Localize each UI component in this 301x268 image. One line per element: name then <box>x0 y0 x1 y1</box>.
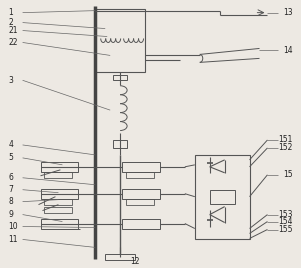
Bar <box>113 75 127 80</box>
Bar <box>195 155 250 239</box>
Text: 15: 15 <box>283 170 292 179</box>
Text: 6: 6 <box>9 173 14 182</box>
Text: 4: 4 <box>9 140 14 150</box>
Bar <box>41 162 78 172</box>
Text: 2: 2 <box>9 18 14 27</box>
Bar <box>41 189 78 199</box>
Bar <box>126 172 154 178</box>
Text: 14: 14 <box>283 46 292 55</box>
Text: 153: 153 <box>278 210 292 219</box>
Text: 8: 8 <box>9 197 14 206</box>
Text: 10: 10 <box>9 222 18 231</box>
Bar <box>45 172 72 178</box>
Bar <box>95 9 145 72</box>
Text: 9: 9 <box>9 210 14 219</box>
Bar <box>105 254 135 260</box>
Text: 154: 154 <box>278 217 292 226</box>
Text: 11: 11 <box>9 235 18 244</box>
Bar <box>113 140 127 148</box>
Text: 3: 3 <box>9 76 14 85</box>
Bar <box>41 219 78 229</box>
Text: 1: 1 <box>9 8 14 17</box>
Text: 7: 7 <box>9 185 14 194</box>
Text: 5: 5 <box>9 153 14 162</box>
Bar <box>122 162 160 172</box>
Bar <box>122 219 160 229</box>
Text: 13: 13 <box>283 8 292 17</box>
Bar <box>126 199 154 205</box>
Bar <box>122 189 160 199</box>
Text: 151: 151 <box>278 135 292 144</box>
Text: 22: 22 <box>9 38 18 47</box>
Text: 21: 21 <box>9 26 18 35</box>
Text: 12: 12 <box>130 257 140 266</box>
Bar <box>45 207 72 213</box>
Bar <box>45 199 72 205</box>
Text: 155: 155 <box>278 225 292 234</box>
Bar <box>210 190 234 204</box>
Text: 152: 152 <box>278 143 292 152</box>
